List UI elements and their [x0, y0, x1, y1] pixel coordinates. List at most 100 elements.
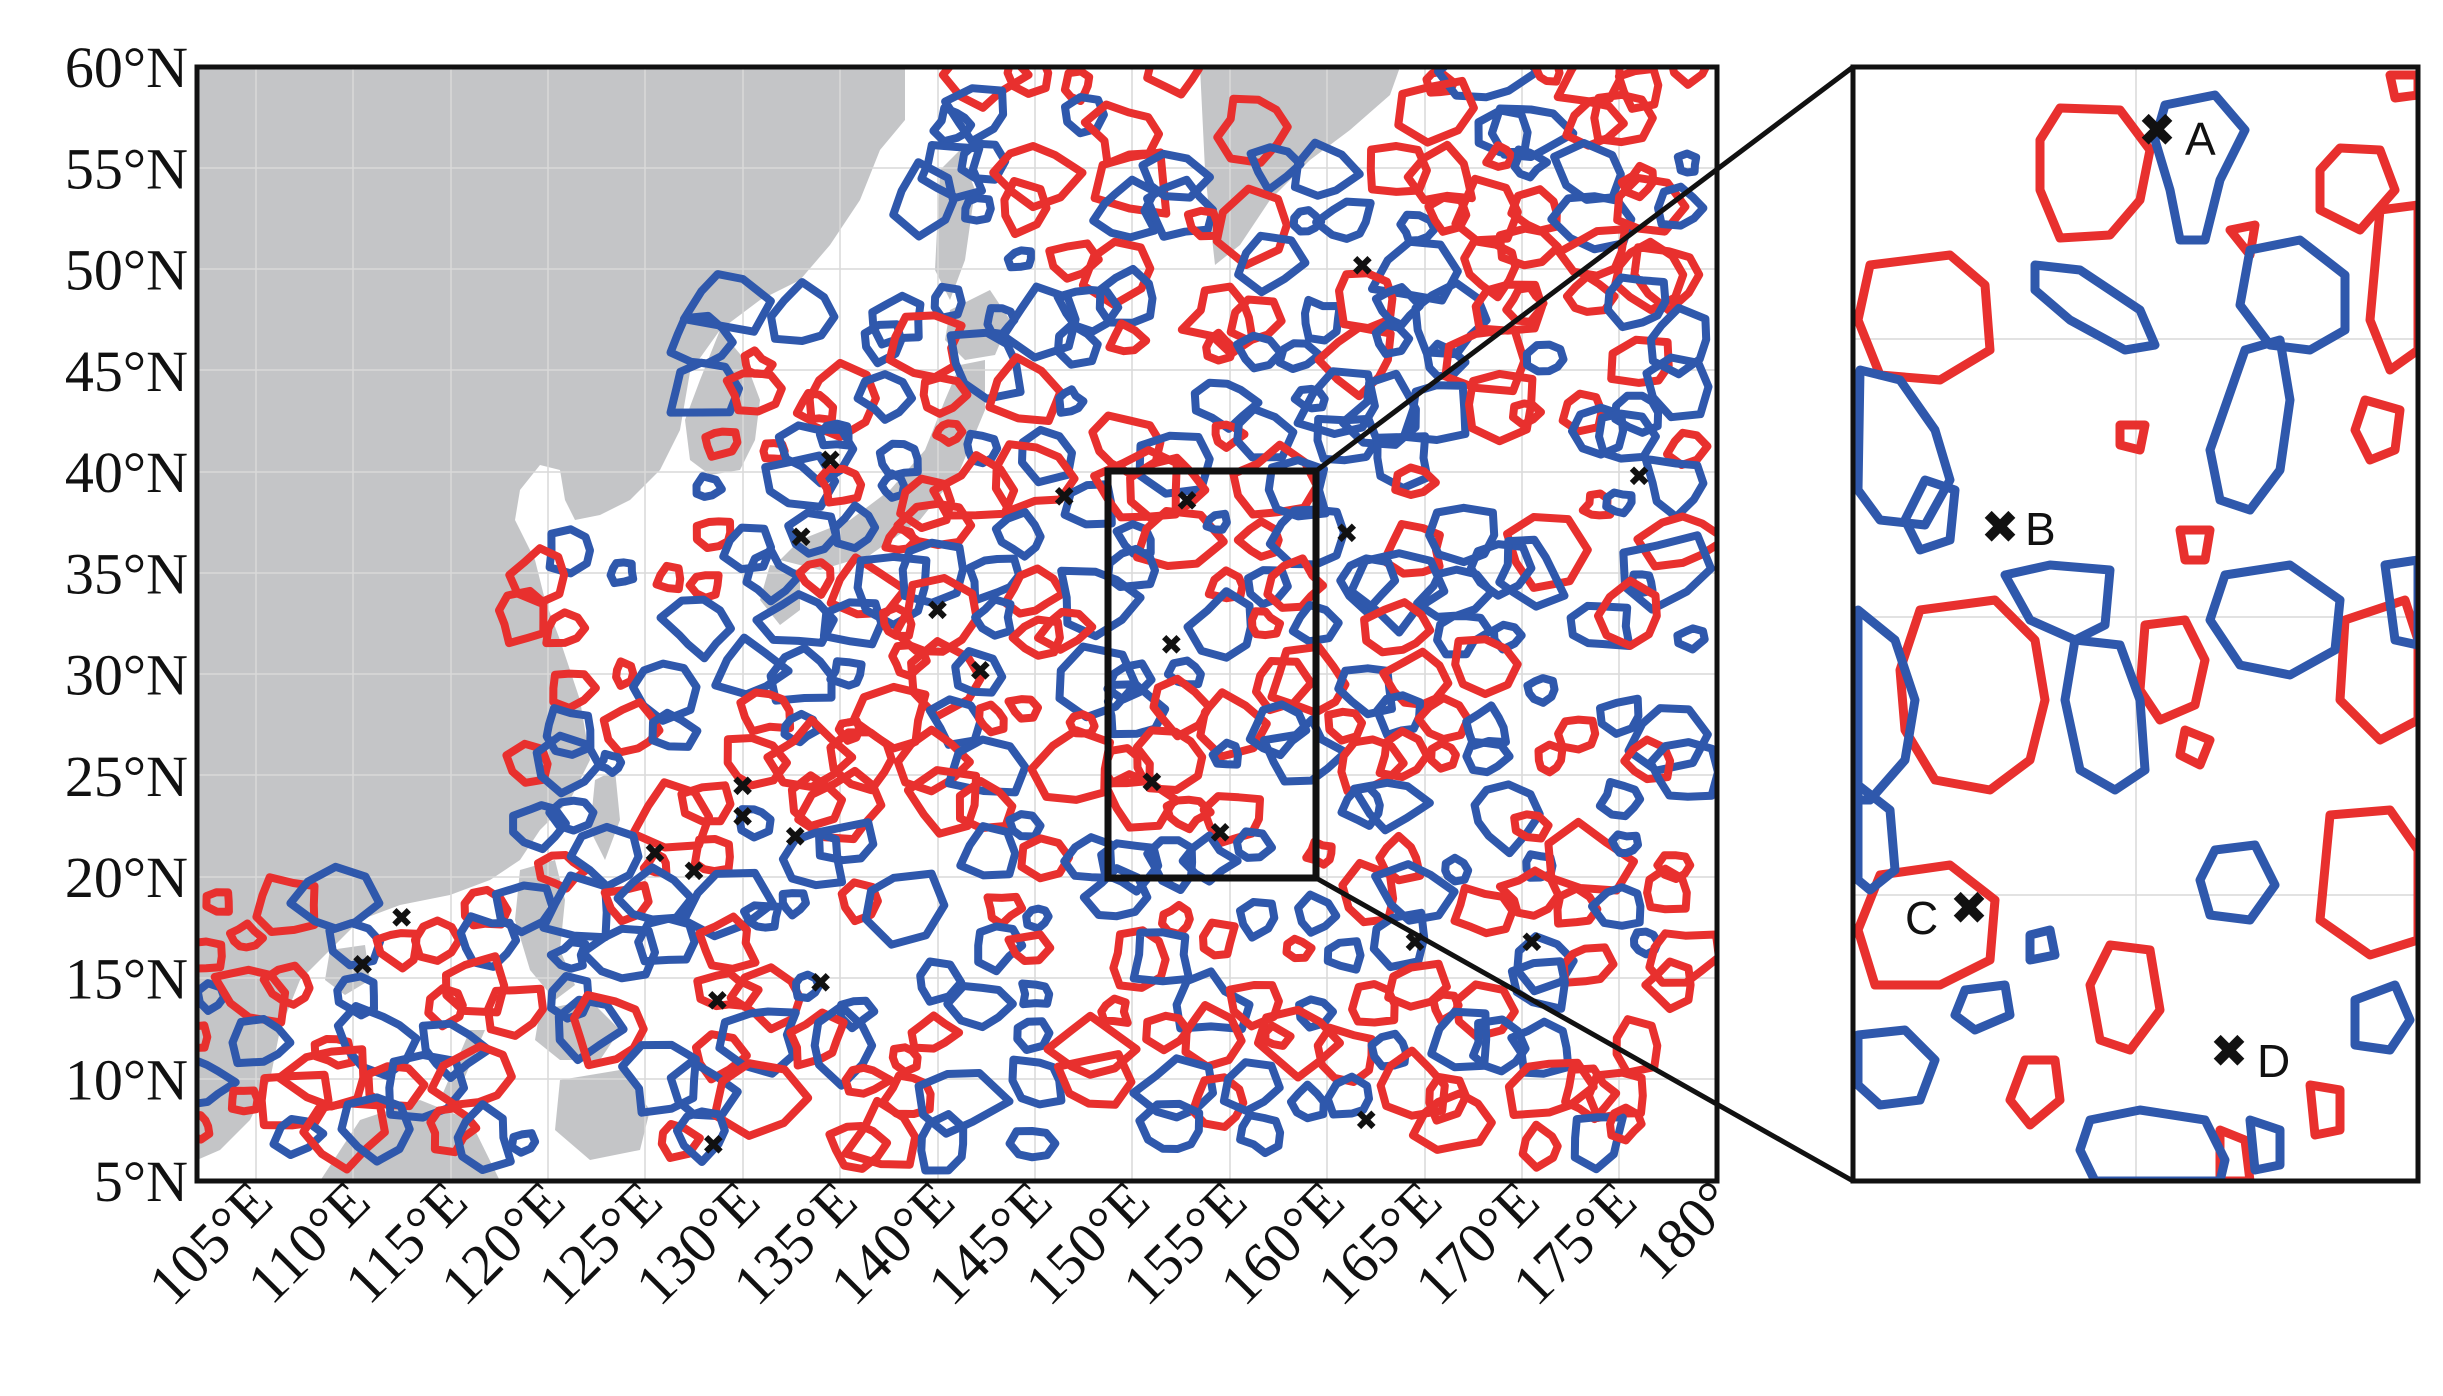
eddy-contour: [868, 291, 925, 349]
eddy-contour: [1482, 141, 1517, 171]
eddy-contour: [985, 353, 1065, 425]
longitude-labels: 105°E110°E115°E120°E125°E130°E135°E140°E…: [136, 1168, 1746, 1317]
inset-connector-top: [1314, 65, 1855, 473]
eddy-contour: [1563, 272, 1619, 316]
marker-label-b: B: [2025, 503, 2056, 555]
eddy-contour: [784, 508, 841, 558]
eddy-contour: [1379, 647, 1453, 709]
eddy-contour: [666, 311, 737, 368]
eddy-contour: [1034, 607, 1097, 654]
eddy-marker-cross: ✖: [1140, 766, 1163, 799]
eddy-contour: [1163, 656, 1205, 689]
eddy-contour: [1055, 385, 1088, 417]
eddy-contour: [1619, 531, 1715, 614]
eddy-contour: [1554, 715, 1600, 754]
eddy-contour: [888, 1043, 922, 1076]
eddy-contour: [634, 914, 699, 966]
eddy-contour: [666, 358, 743, 417]
eddy-contour: [1641, 454, 1708, 521]
eddy-contour: [1347, 549, 1449, 637]
eddy-contour: [1263, 554, 1328, 612]
latitude-labels: 60°N 55°N 50°N 45°N 40°N 35°N 30°N 25°N 20°N 15°N…: [65, 35, 188, 1214]
eddy-contour: [1654, 182, 1708, 230]
eddy-contour: [1027, 726, 1114, 804]
eddy-contour: [1313, 1023, 1376, 1086]
eddy-contour: [917, 1110, 968, 1175]
eddy-contour: [1018, 425, 1076, 487]
eddy-contour: [1399, 381, 1470, 444]
eddy-contour: [1135, 1099, 1204, 1153]
eddy-contour: [1369, 908, 1429, 972]
eddy-contour: [943, 982, 1017, 1032]
eddy-contour: [202, 888, 233, 916]
borneo: [320, 1100, 500, 1181]
eddy-contour: [1000, 177, 1051, 239]
eddy-contour: [685, 571, 723, 602]
taiwan: [590, 770, 620, 860]
eddy-contour: [715, 1007, 800, 1078]
eddy-contour: [599, 698, 664, 757]
eddy-contour: [1595, 409, 1660, 463]
eddy-contour: [1005, 810, 1045, 841]
eddy-contour: [1642, 353, 1713, 422]
eddy-contour: [792, 970, 823, 1002]
eddy-contour: [1246, 143, 1305, 194]
eddy-contour: [1425, 1073, 1470, 1125]
eddy-marker-cross: ✖: [969, 655, 992, 688]
eddy-contour: [1290, 138, 1364, 200]
eddy-contour: [1202, 328, 1237, 365]
eddy-contour: [673, 1107, 729, 1166]
eddy-contour: [1366, 142, 1431, 196]
eddy-contour: [1293, 367, 1379, 438]
eddy-contour: [930, 282, 966, 322]
lat-tick-label: 60°N: [65, 35, 188, 100]
eddy-contour: [1233, 827, 1276, 862]
eddy-marker-cross: ✖: [1520, 926, 1543, 959]
mindanao: [555, 1070, 650, 1160]
eddy-contour: [1236, 898, 1279, 942]
eddy-contour: [991, 508, 1045, 561]
eddy-contour: [929, 451, 1019, 520]
eddy-contour: [1384, 959, 1451, 1011]
eddy-contour: [853, 370, 916, 424]
eddy-contour: [692, 517, 735, 552]
eddy-contour: [903, 766, 981, 838]
eddy-contour: [1105, 319, 1151, 356]
eddy-contour: [752, 590, 838, 647]
eddy-contour: [1045, 239, 1103, 283]
eddy-contour: [1022, 904, 1053, 933]
eddy-contour: [325, 919, 385, 970]
eddy-contour: [1451, 635, 1522, 699]
eddy-contour: [1017, 834, 1074, 883]
eddy-contour: [1663, 428, 1712, 469]
eddy-marker-cross: ✖: [1403, 926, 1426, 959]
eddy-contour: [1323, 937, 1365, 974]
eddy-contour: [907, 1011, 964, 1053]
eddy-contour: [1138, 149, 1214, 202]
eddy-contour: [841, 1096, 920, 1169]
eddy-contour: [916, 957, 966, 1006]
eddy-contour: [692, 472, 726, 501]
inset-connector-bottom: [1314, 875, 1855, 1184]
eddy-contour: [1254, 1005, 1344, 1082]
eddy-marker-cross: ✖: [809, 967, 832, 1000]
eddy-contour: [424, 984, 467, 1031]
eddy-contour: [648, 708, 702, 751]
eddy-contour: [826, 657, 866, 690]
eddy-contour: [1487, 104, 1578, 161]
eddy-contour: [1462, 737, 1514, 777]
eddy-contour: [1391, 463, 1440, 499]
eddy-marker-cross: ✖: [731, 800, 754, 833]
eddy-contour: [1294, 890, 1341, 937]
eddy-contour: [542, 608, 590, 648]
eddy-contour: [1613, 173, 1690, 236]
eddy-contour: [197, 1021, 212, 1052]
eddy-contour: [795, 558, 835, 599]
eddy-contour: [612, 657, 638, 690]
eddy-contour: [1196, 688, 1271, 761]
eddy-contour: [566, 822, 643, 891]
lat-tick-label: 30°N: [65, 643, 188, 708]
eddy-contour: [1507, 957, 1569, 1013]
eddy-contour: [1233, 405, 1298, 462]
